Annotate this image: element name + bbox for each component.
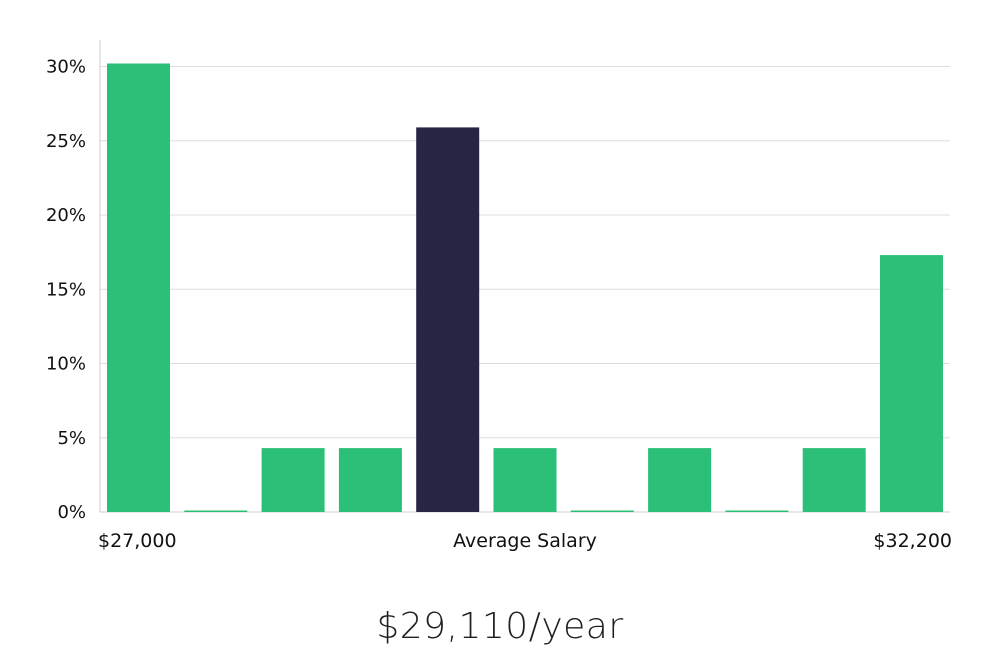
bar bbox=[261, 448, 325, 512]
bar bbox=[648, 448, 712, 512]
bar bbox=[184, 510, 248, 512]
bar bbox=[107, 63, 170, 512]
bar bbox=[725, 510, 789, 512]
bar bbox=[493, 448, 557, 512]
x-end-label: $32,200 bbox=[873, 530, 952, 552]
bar bbox=[880, 255, 943, 512]
y-tick-label: 15% bbox=[46, 279, 86, 300]
y-tick-labels: 0% 5% 10% 15% 20% 25% 30% bbox=[46, 57, 86, 524]
salary-distribution-chart: 0% 5% 10% 15% 20% 25% 30% $27,000 Average Sala… bbox=[46, 40, 952, 552]
x-axis-label: Average Salary bbox=[453, 530, 597, 552]
bar bbox=[802, 448, 866, 512]
y-tick-label: 5% bbox=[57, 428, 86, 449]
y-tick-label: 20% bbox=[46, 205, 86, 226]
bar bbox=[338, 448, 402, 512]
y-tick-label: 0% bbox=[57, 502, 86, 523]
bar-average-highlight bbox=[416, 127, 480, 513]
bar bbox=[570, 510, 634, 512]
y-tick-label: 10% bbox=[46, 354, 86, 375]
bars bbox=[107, 63, 943, 513]
y-tick-label: 30% bbox=[46, 57, 86, 78]
x-start-label: $27,000 bbox=[98, 530, 177, 552]
y-tick-label: 25% bbox=[46, 131, 86, 152]
grid-lines bbox=[100, 66, 950, 513]
average-salary-value: $29,110/year bbox=[376, 606, 624, 647]
